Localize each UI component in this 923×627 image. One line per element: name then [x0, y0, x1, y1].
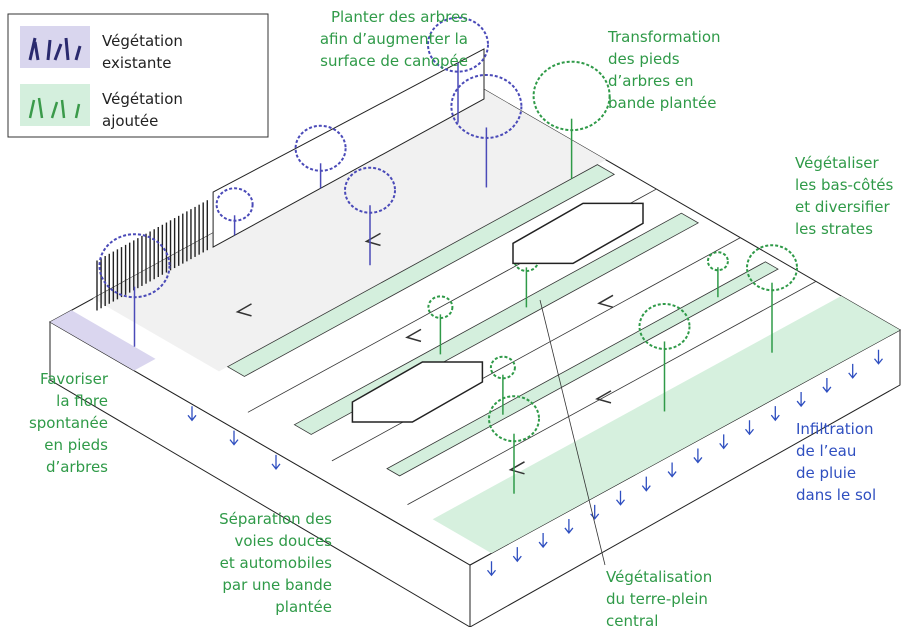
car: [512, 202, 644, 265]
lane-line: [407, 281, 817, 506]
annotation-line: voies douces: [234, 532, 332, 550]
annotation-line: Séparation des: [219, 510, 332, 528]
annotation-line: Végétalisation: [606, 568, 712, 586]
tree-crown: [706, 251, 729, 272]
annotation-line: de l’eau: [796, 442, 856, 460]
annotation-line: afin d’augmenter la: [320, 30, 468, 48]
annotation: Transformation des pieds d’arbres en bande …: [607, 28, 721, 112]
infiltration-arrow: [744, 420, 755, 436]
tree-crown: [488, 395, 540, 443]
tree-crown: [746, 244, 798, 292]
annotation-line: surface de canopée: [320, 52, 468, 70]
annotation-line: Planter des arbres: [331, 8, 468, 26]
legend-line: Végétation: [102, 90, 183, 108]
annotation-line: les bas-côtés: [795, 176, 893, 194]
legend-line: existante: [102, 54, 172, 72]
infiltration-arrow: [486, 561, 497, 577]
infiltration-arrow: [770, 406, 780, 422]
annotation: Infiltration de l’eau de pluie dans le sol: [796, 420, 876, 504]
annotation: Favoriser la flore spontanée en pieds d’arbr…: [29, 370, 109, 476]
tree-crown: [427, 16, 489, 73]
tree-crown: [532, 60, 611, 132]
annotation-line: en pieds: [44, 436, 108, 454]
annotation: Végétalisation du terre-plein central: [606, 568, 712, 627]
infiltration-arrow: [615, 490, 626, 506]
infiltration-arrow: [564, 518, 574, 534]
lane-arrow: [597, 294, 614, 309]
soil-left: [50, 310, 156, 371]
soil-front: [432, 295, 900, 554]
lane-arrow: [405, 328, 422, 343]
infiltration-arrow: [187, 406, 197, 422]
annotation-line: Végétaliser: [795, 154, 880, 172]
infiltration-arrow: [822, 377, 832, 393]
tree-crown: [344, 166, 396, 214]
legend: Végétation existante Végétation ajoutée: [7, 13, 269, 138]
infiltration-arrow: [641, 476, 651, 492]
tree-crown: [450, 73, 523, 139]
infiltration-arrow: [590, 504, 600, 520]
tree-crown: [215, 187, 254, 222]
planted-strip: [386, 261, 779, 477]
annotation-line: bande plantée: [608, 94, 716, 112]
annotation-line: la flore: [56, 392, 108, 410]
legend-icon-existing: [28, 37, 82, 61]
legend-line: ajoutée: [102, 112, 158, 130]
annotation-line: central: [606, 612, 658, 627]
lane-line: [331, 237, 741, 462]
lane-arrow: [595, 390, 612, 404]
annotation-line: Infiltration: [796, 420, 874, 438]
annotation-line: et automobiles: [220, 554, 333, 572]
annotation-line: plantée: [275, 598, 332, 616]
annotation-line: du terre-plein: [606, 590, 708, 608]
infiltration-arrow: [719, 434, 729, 450]
annotation-line: Transformation: [607, 28, 721, 46]
annotation-line: d’arbres: [46, 458, 108, 476]
sidewalk-back: [93, 87, 606, 372]
tree-crown: [489, 355, 516, 380]
infiltration-arrow: [538, 533, 548, 549]
annotation-line: les strates: [795, 220, 873, 238]
tree-crown: [638, 302, 691, 350]
legend-label: Végétation existante: [102, 32, 183, 72]
annotation: Planter des arbres afin d’augmenter la sur…: [320, 8, 468, 70]
annotation-line: spontanée: [29, 414, 108, 432]
lane-arrow: [508, 461, 525, 475]
annotation: Végétaliser les bas-côtés et diversifier le…: [795, 154, 893, 238]
annotation-line: et diversifier: [795, 198, 890, 216]
lane-arrow: [235, 303, 252, 317]
annotation-line: Favoriser: [40, 370, 109, 388]
annotation-line: des pieds: [608, 50, 680, 68]
car: [351, 361, 484, 423]
labels: Planter des arbres afin d’augmenter la sur…: [29, 8, 894, 627]
infiltration-arrow: [667, 462, 677, 478]
legend-icon-added: [28, 97, 81, 119]
annotation: Séparation des voies douces et automobiles…: [219, 510, 332, 616]
annotation-line: dans le sol: [796, 486, 876, 504]
infiltration-arrow: [796, 392, 806, 408]
infiltration-arrow: [873, 349, 884, 365]
tree-crown: [294, 124, 347, 172]
tree-crown: [98, 233, 171, 299]
wall: [212, 48, 485, 248]
infiltration-arrow: [229, 430, 239, 446]
tree-crown: [427, 295, 454, 319]
annotation-line: d’arbres en: [608, 72, 694, 90]
infiltration-arrow: [512, 547, 522, 563]
street-scene: [48, 16, 902, 627]
infiltration-arrow: [693, 448, 703, 464]
legend-line: Végétation: [102, 32, 183, 50]
planted-strip: [226, 164, 616, 377]
annotation-line: de pluie: [796, 464, 856, 482]
annotation-line: par une bande: [222, 576, 332, 594]
legend-label: Végétation ajoutée: [102, 90, 183, 130]
infiltration-arrow: [848, 363, 858, 379]
leader-line: [539, 299, 606, 566]
infiltration-arrow: [271, 454, 281, 470]
lane-arrow: [364, 232, 381, 247]
